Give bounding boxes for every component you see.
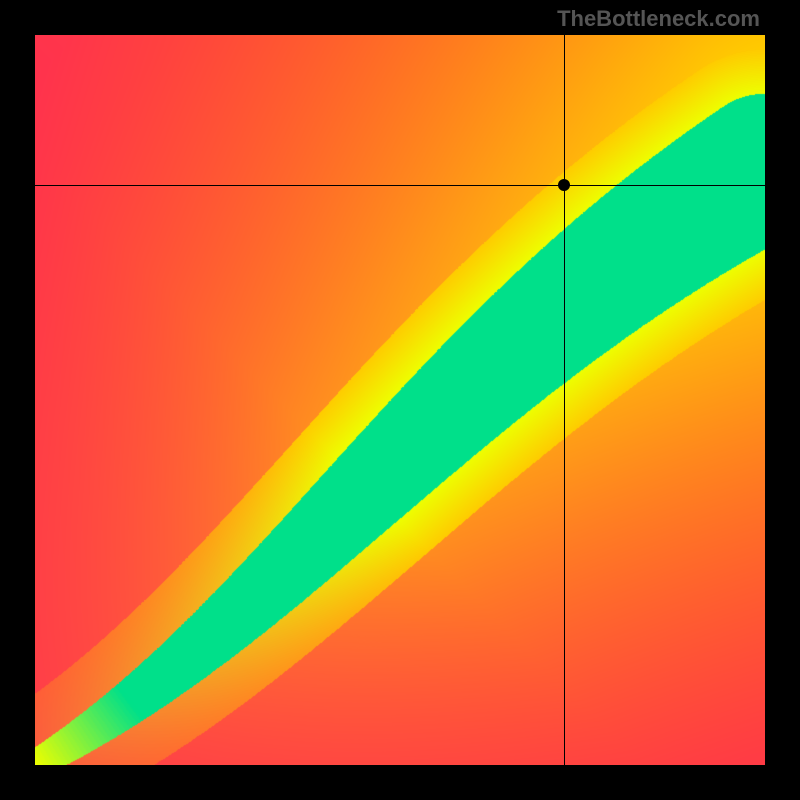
bottleneck-heatmap (35, 35, 765, 765)
heatmap-canvas (35, 35, 765, 765)
watermark-text: TheBottleneck.com (557, 6, 760, 32)
crosshair-vertical (564, 35, 565, 765)
crosshair-horizontal (35, 185, 765, 186)
crosshair-marker-dot (558, 179, 570, 191)
